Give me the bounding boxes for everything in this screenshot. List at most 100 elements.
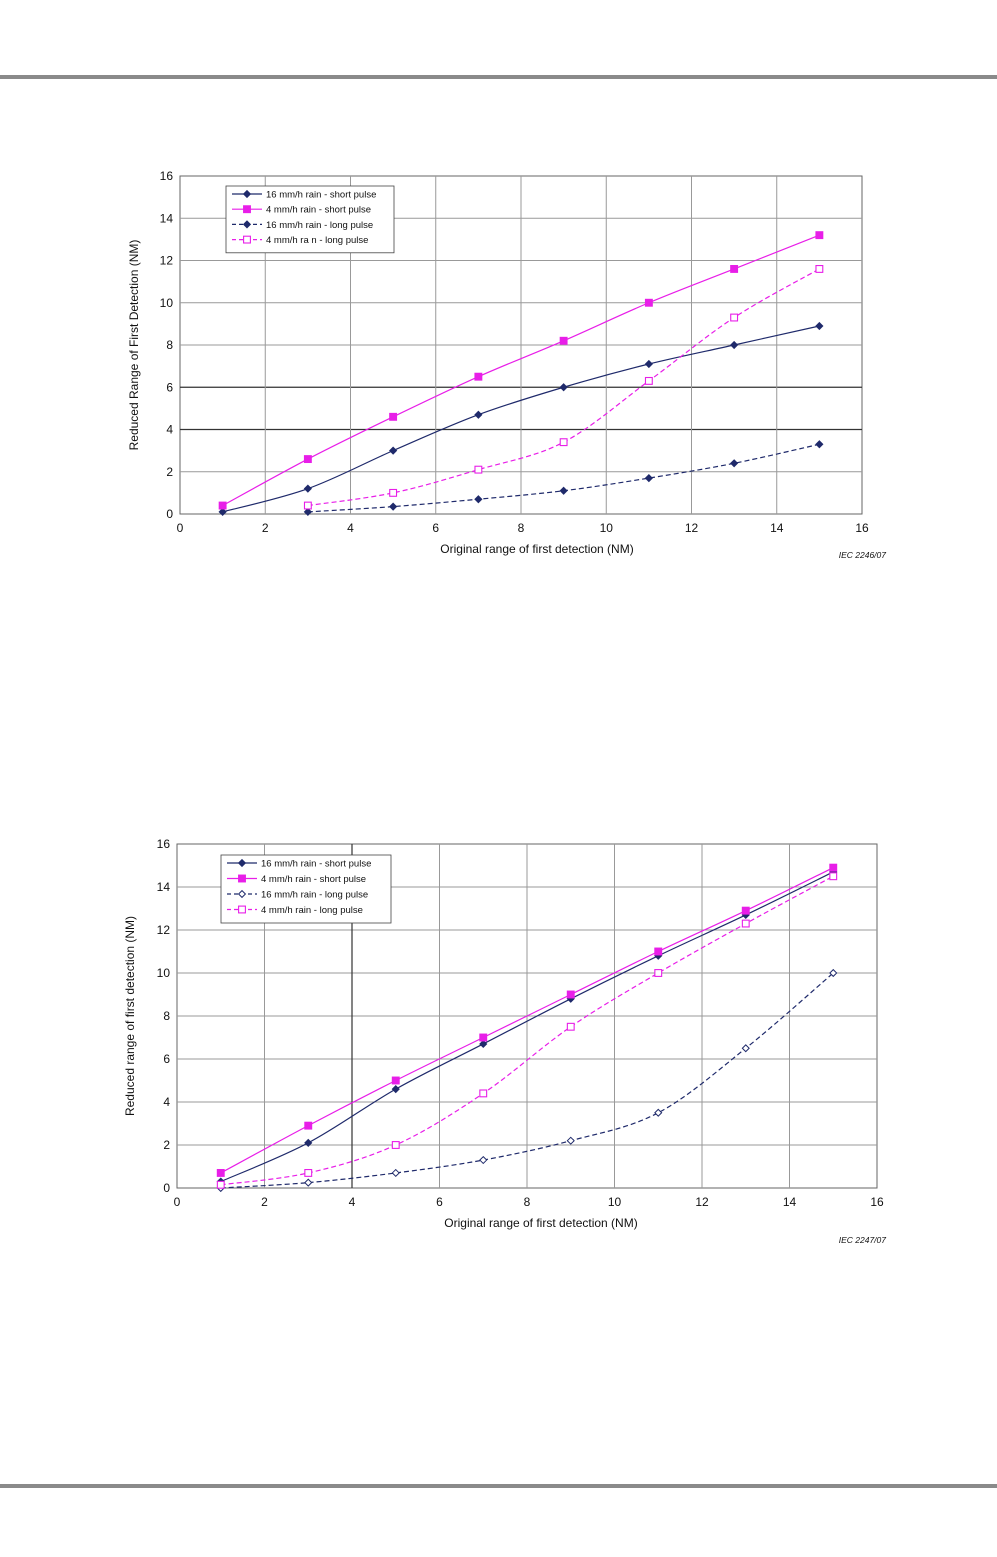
data-point xyxy=(389,446,398,455)
x-tick-label: 16 xyxy=(870,1195,884,1209)
data-point xyxy=(389,502,398,511)
x-tick-label: 14 xyxy=(770,521,784,535)
chart-2: 0 2 4 6 8 10 12 14 16 0 2 4 6 8 10 12 14 16 Original range… xyxy=(0,828,997,1253)
data-point xyxy=(654,1108,663,1117)
series-4 xyxy=(303,265,824,510)
legend-label: 4 mm/h rain - long pulse xyxy=(261,905,363,916)
data-point xyxy=(559,383,568,392)
chart-1-svg: 0 2 4 6 8 10 12 14 16 0 2 4 6 8 10 12 14 16 Original range… xyxy=(127,169,887,560)
series-3 xyxy=(216,968,838,1193)
series-4 xyxy=(216,872,838,1189)
y-tick-label: 8 xyxy=(163,1009,170,1023)
y-axis-label: Reduced Range of First Detection (NM) xyxy=(127,240,141,451)
data-point xyxy=(815,265,824,273)
legend-label: 16 mm/h rain - long pulse xyxy=(266,220,373,231)
figure-credit: IEC 2246/07 xyxy=(839,550,887,560)
data-point xyxy=(479,1039,488,1049)
series-line xyxy=(220,875,834,1186)
data-point xyxy=(559,486,568,495)
x-tick-label: 10 xyxy=(608,1195,622,1209)
legend-marker xyxy=(238,874,246,883)
y-tick-label: 10 xyxy=(160,296,174,310)
data-point xyxy=(654,969,663,977)
series-3 xyxy=(303,440,824,516)
x-tick-label: 12 xyxy=(685,521,699,535)
series-line xyxy=(220,972,834,1189)
legend-label: 16 mm/h rain - short pulse xyxy=(266,190,376,201)
data-point xyxy=(474,372,483,381)
data-point xyxy=(303,501,312,510)
chart-2-svg: 0 2 4 6 8 10 12 14 16 0 2 4 6 8 10 12 14 16 Original range… xyxy=(123,837,886,1245)
y-tick-label: 10 xyxy=(157,966,171,980)
chart-1: 0 2 4 6 8 10 12 14 16 0 2 4 6 8 10 12 14 16 Original range… xyxy=(0,160,997,580)
series-line xyxy=(222,234,820,507)
series-line xyxy=(220,867,834,1174)
data-point xyxy=(479,1155,488,1165)
data-point xyxy=(566,990,575,999)
legend-item: 4 mm/h rain - long pulse xyxy=(227,905,363,916)
data-point xyxy=(389,412,398,421)
legend-item: 16 mm/h rain - long pulse xyxy=(227,890,368,901)
bottom-rule xyxy=(0,1484,997,1488)
data-point xyxy=(559,438,568,447)
legend-item: 4 mm/h rain - short pulse xyxy=(232,205,371,216)
data-point xyxy=(654,947,663,956)
y-tick-label: 6 xyxy=(166,380,173,394)
data-point xyxy=(304,1168,313,1177)
y-tick-label: 14 xyxy=(160,211,174,225)
series-line xyxy=(220,871,834,1183)
legend-box xyxy=(220,854,392,924)
y-tick-label: 12 xyxy=(157,923,171,937)
series-2 xyxy=(218,231,824,510)
x-tick-label: 6 xyxy=(432,521,439,535)
series-1 xyxy=(218,321,824,516)
data-point xyxy=(815,440,824,449)
y-tick-label: 14 xyxy=(157,880,171,894)
x-tick-label: 0 xyxy=(174,1195,181,1209)
data-point xyxy=(218,507,227,516)
data-point xyxy=(391,1076,400,1085)
data-point xyxy=(474,495,483,504)
data-point xyxy=(391,1168,400,1178)
legend-item: 16 mm/h rain - short pulse xyxy=(232,190,376,201)
x-tick-label: 2 xyxy=(262,521,269,535)
data-point xyxy=(644,473,653,483)
data-point xyxy=(479,1089,488,1098)
x-tick-label: 4 xyxy=(347,521,354,535)
y-tick-label: 12 xyxy=(160,254,174,268)
x-tick-label: 10 xyxy=(600,521,614,535)
data-point xyxy=(304,1138,313,1147)
y-axis-label: Reduced range of first detection (NM) xyxy=(123,916,137,1116)
data-point xyxy=(389,488,398,497)
data-point xyxy=(479,1033,488,1042)
data-point xyxy=(741,919,750,928)
x-tick-label: 2 xyxy=(261,1195,268,1209)
top-rule xyxy=(0,75,997,79)
x-tick-label: 8 xyxy=(524,1195,531,1209)
x-axis-label: Original range of first detection (NM) xyxy=(440,542,633,556)
data-point xyxy=(829,968,838,978)
data-point xyxy=(566,1136,575,1145)
data-point xyxy=(644,359,653,369)
legend-marker xyxy=(243,205,251,214)
data-point xyxy=(216,1168,225,1177)
data-point xyxy=(815,321,824,331)
series-line xyxy=(222,325,820,513)
legend-item: 4 mm/h rain - short pulse xyxy=(227,874,366,885)
legend-label: 4 mm/h rain - short pulse xyxy=(261,874,366,885)
y-tick-label: 8 xyxy=(166,338,173,352)
data-point xyxy=(391,1084,400,1094)
data-point xyxy=(304,1178,313,1187)
legend-label: 16 mm/h rain - long pulse xyxy=(261,890,368,901)
data-point xyxy=(829,863,838,872)
legend-marker xyxy=(242,189,252,199)
data-point xyxy=(559,336,568,345)
data-point xyxy=(304,1121,313,1130)
x-axis-label: Original range of first detection (NM) xyxy=(444,1216,637,1230)
x-tick-label: 0 xyxy=(177,521,184,535)
y-tick-label: 6 xyxy=(163,1052,170,1066)
y-tick-label: 4 xyxy=(163,1095,170,1109)
x-tick-label: 14 xyxy=(783,1195,797,1209)
data-point xyxy=(741,1044,750,1053)
legend-marker xyxy=(237,889,247,899)
